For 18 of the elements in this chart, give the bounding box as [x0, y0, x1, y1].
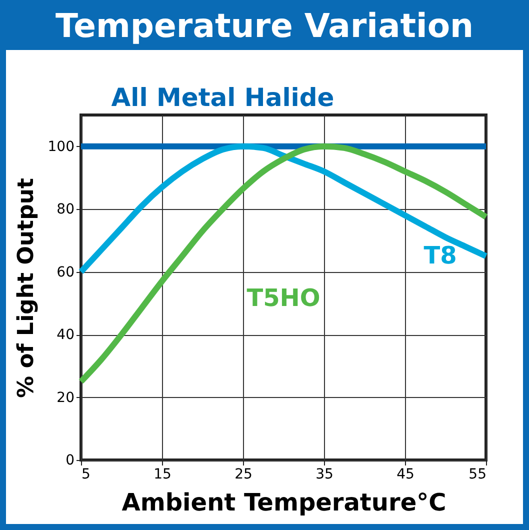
- text: T5HO: [246, 284, 320, 312]
- x-tick-label: 5: [82, 466, 90, 482]
- x-axis-title: Ambient Temperature°C: [122, 488, 446, 516]
- series-label: All Metal Halide: [111, 83, 334, 112]
- x-tick-label: 35: [316, 466, 334, 482]
- y-tick-label: 0: [66, 452, 74, 468]
- y-axis-title: % of Light Output: [14, 178, 39, 398]
- y-tick-label: 80: [56, 202, 74, 218]
- series-label: T8: [424, 241, 457, 270]
- y-tick-label: 60: [56, 264, 74, 280]
- x-tick-label: 25: [234, 466, 252, 482]
- chart-title: Temperature Variation: [54, 6, 474, 47]
- x-tick-label: 55: [468, 466, 486, 482]
- y-tick-label: 40: [56, 327, 74, 344]
- x-tick-label: 15: [154, 466, 172, 482]
- x-tick-label: 45: [396, 466, 414, 482]
- y-tick-label: 20: [56, 390, 74, 406]
- y-tick-label: 100: [48, 138, 74, 155]
